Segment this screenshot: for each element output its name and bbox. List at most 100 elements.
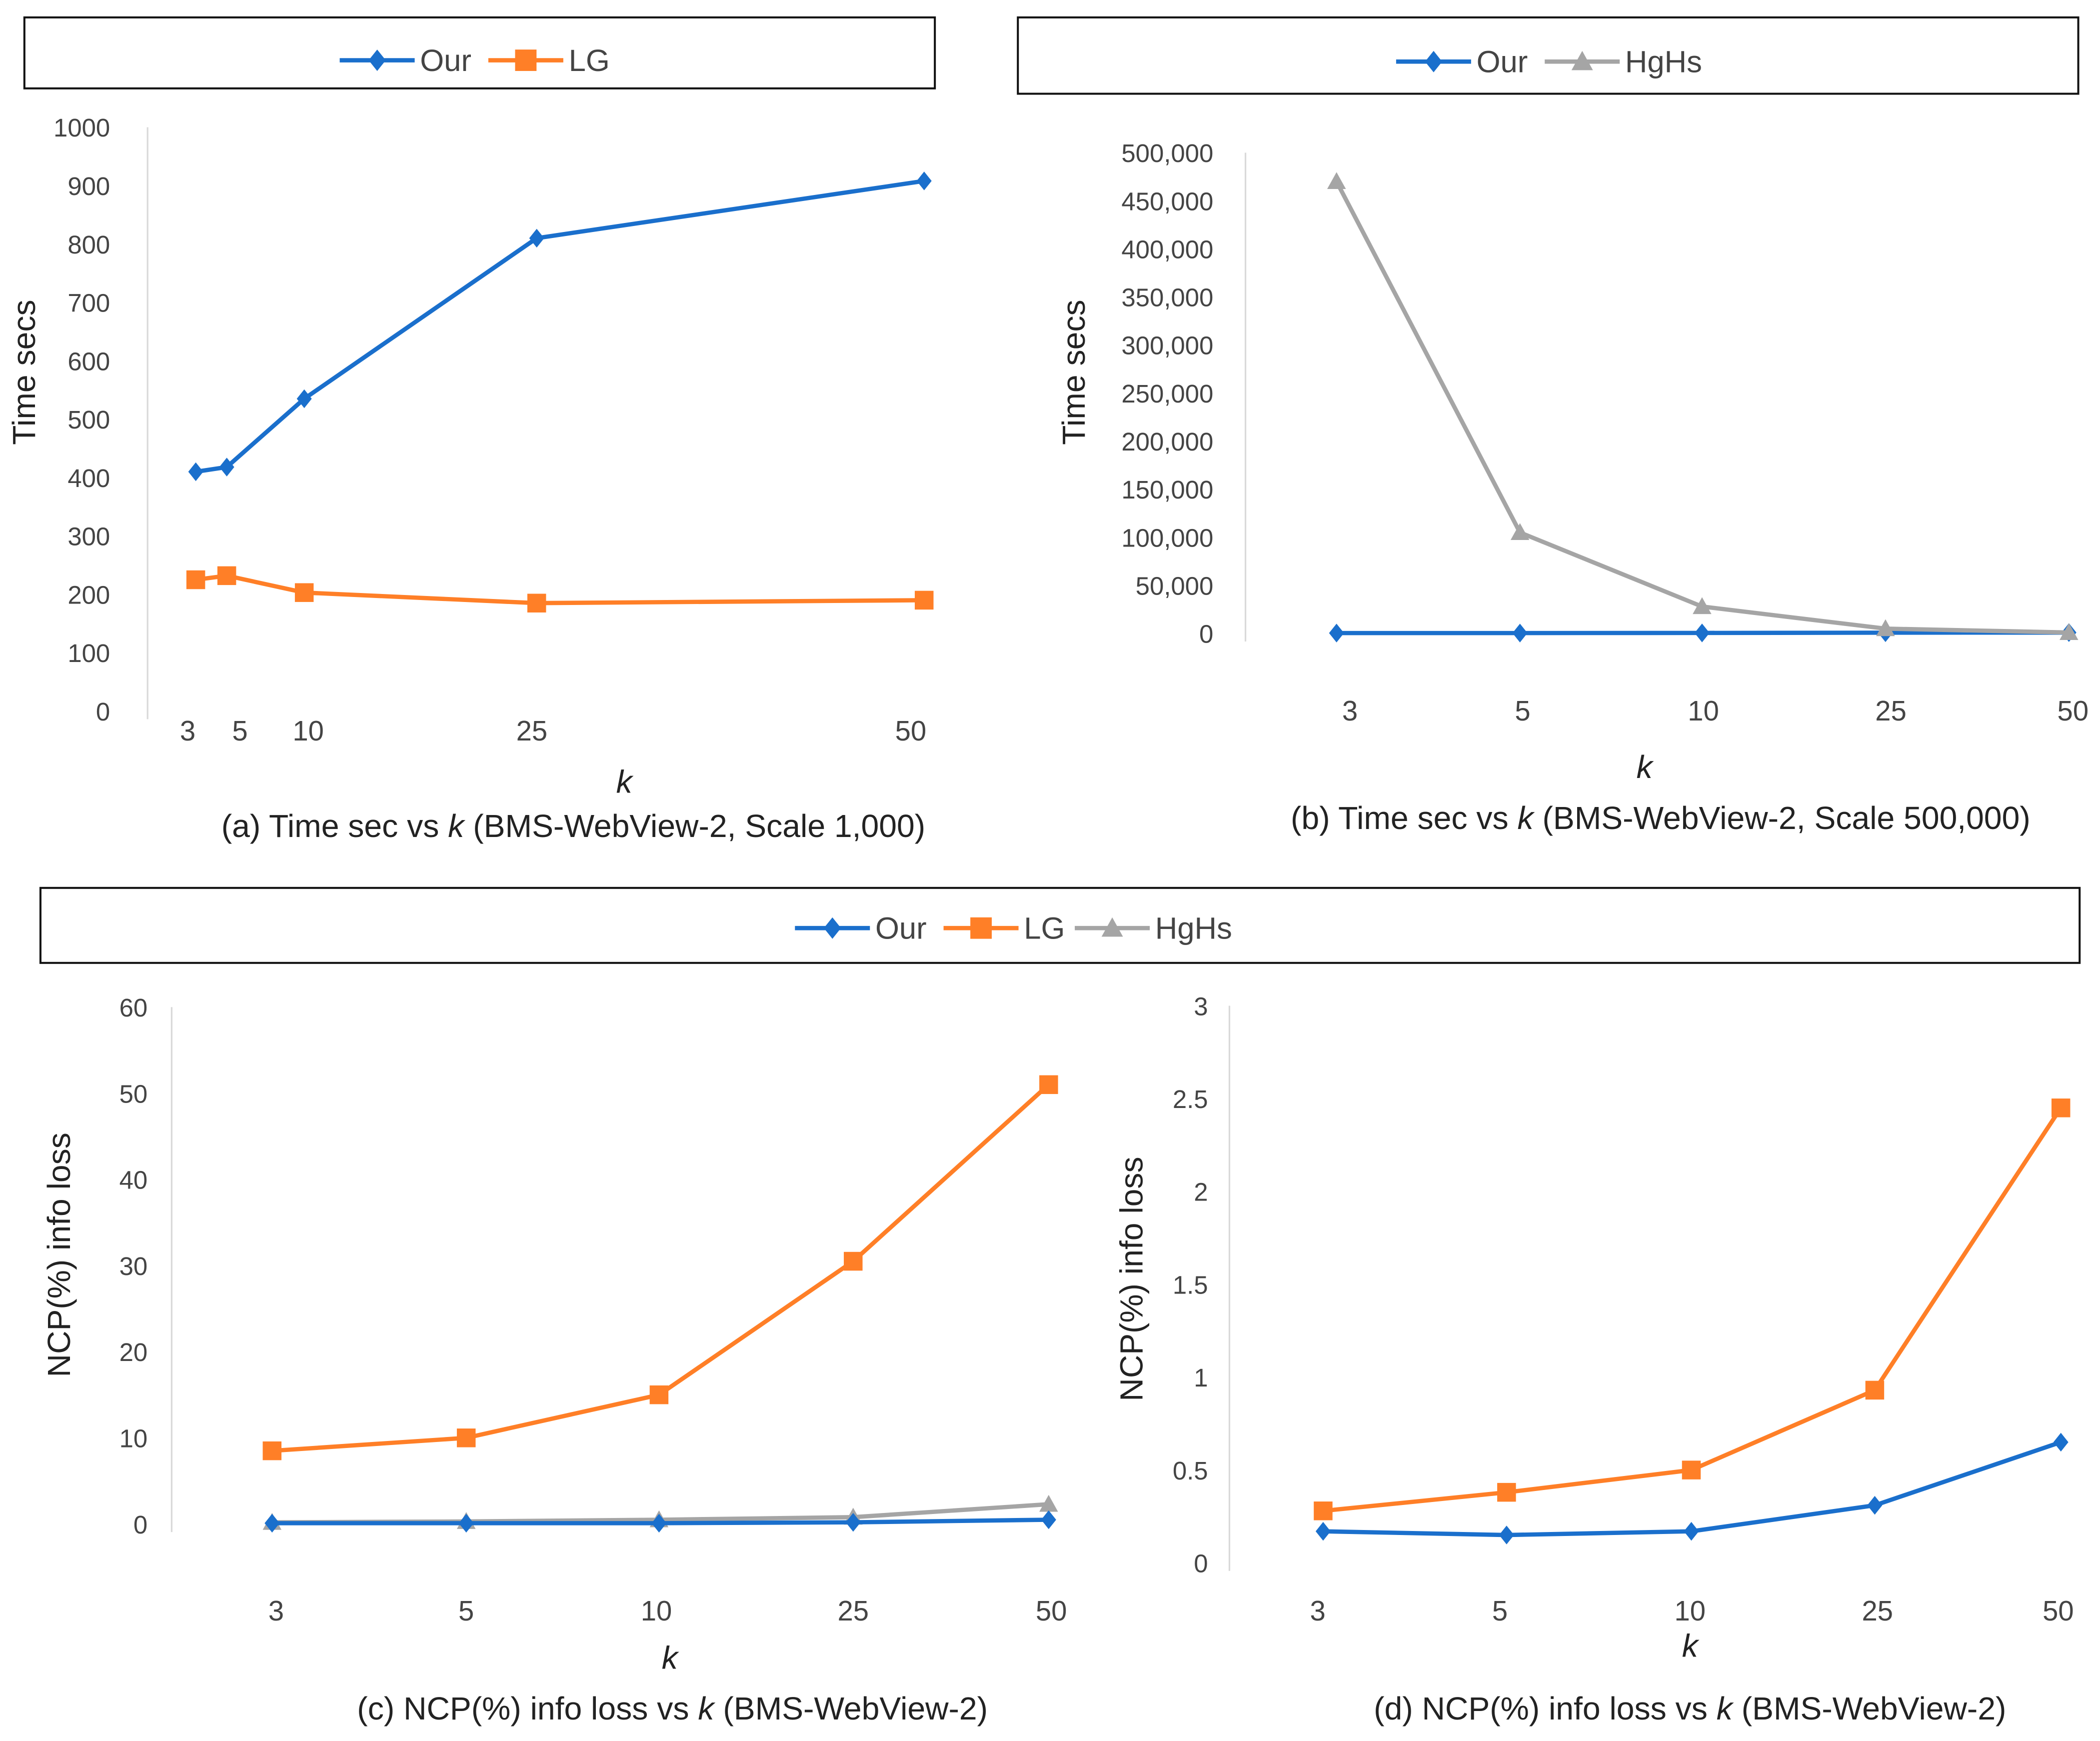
chart-caption: (d) NCP(%) info loss vs k (BMS-WebView-2… bbox=[1374, 1690, 2006, 1726]
data-point-our bbox=[1684, 1522, 1699, 1541]
y-tick-label: 0.5 bbox=[1173, 1456, 1208, 1485]
x-tick-label: 10 bbox=[292, 715, 324, 746]
legend-label: HgHs bbox=[1155, 912, 1232, 946]
legend-label: Our bbox=[420, 44, 471, 78]
y-tick-label: 0 bbox=[1199, 620, 1213, 648]
chart-caption: (b) Time sec vs k (BMS-WebView-2, Scale … bbox=[1291, 800, 2031, 836]
y-tick-label: 100 bbox=[67, 639, 110, 668]
data-point-lg bbox=[1865, 1380, 1885, 1400]
data-point-hghs bbox=[1327, 172, 1346, 190]
legend-marker-square-icon bbox=[970, 917, 992, 939]
y-tick-label: 200,000 bbox=[1121, 428, 1213, 456]
caption-part: (BMS-WebView-2) bbox=[1733, 1690, 2007, 1726]
y-tick-label: 300,000 bbox=[1121, 332, 1213, 360]
data-point-lg bbox=[456, 1428, 476, 1448]
data-point-our bbox=[1694, 624, 1710, 642]
legend-item-our: Our bbox=[339, 44, 471, 78]
data-point-our bbox=[1329, 624, 1344, 642]
data-point-our bbox=[188, 462, 203, 482]
x-tick-label: 25 bbox=[1862, 1595, 1894, 1626]
y-tick-label: 300 bbox=[67, 522, 110, 551]
data-point-our bbox=[1499, 1526, 1514, 1544]
y-tick-label: 2.5 bbox=[1173, 1085, 1208, 1114]
series-line-our bbox=[1323, 1440, 2062, 1538]
data-point-our bbox=[1867, 1496, 1883, 1515]
data-point-our bbox=[458, 1514, 474, 1533]
y-tick-label: 60 bbox=[119, 994, 148, 1022]
data-point-hghs bbox=[1693, 597, 1712, 614]
y-tick-label: 10 bbox=[119, 1424, 148, 1453]
y-tick-label: 200 bbox=[67, 580, 110, 609]
x-axis-title: k bbox=[616, 764, 634, 800]
x-axis-title: k bbox=[662, 1640, 679, 1676]
x-tick-label: 25 bbox=[516, 715, 548, 746]
y-tick-label: 1000 bbox=[53, 114, 110, 142]
data-point-our bbox=[529, 228, 544, 248]
data-point-lg bbox=[1497, 1482, 1516, 1502]
legend-label: Our bbox=[875, 912, 927, 946]
x-tick-label: 10 bbox=[1675, 1595, 1706, 1626]
data-point-our bbox=[845, 1512, 861, 1532]
legend-item-lg: LG bbox=[943, 912, 1065, 946]
legend-marker-diamond-icon bbox=[368, 50, 386, 71]
series-line-hghs bbox=[1334, 180, 2069, 635]
x-tick-label: 50 bbox=[2043, 1595, 2074, 1626]
legend-box-b bbox=[1017, 16, 2080, 95]
x-tick-label: 5 bbox=[1515, 695, 1530, 726]
x-tick-label: 10 bbox=[641, 1595, 672, 1626]
y-tick-label: 350,000 bbox=[1121, 284, 1213, 312]
x-tick-label: 50 bbox=[2058, 695, 2089, 726]
data-point-lg bbox=[1039, 1075, 1058, 1094]
legend-label: HgHs bbox=[1625, 45, 1702, 80]
y-axis-title: Time secs bbox=[1056, 300, 1092, 444]
x-tick-label: 25 bbox=[1875, 695, 1907, 726]
caption-part: (BMS-WebView-2, Scale 1,000) bbox=[464, 808, 925, 844]
y-tick-label: 900 bbox=[67, 172, 110, 200]
x-tick-label: 10 bbox=[1688, 695, 1719, 726]
legend-label: LG bbox=[1024, 912, 1065, 946]
y-tick-label: 0 bbox=[96, 698, 110, 726]
legend-marker-diamond-icon bbox=[824, 917, 841, 939]
y-tick-label: 20 bbox=[119, 1338, 148, 1366]
caption-part: (d) NCP(%) info loss vs bbox=[1374, 1690, 1717, 1726]
chart-caption: (c) NCP(%) info loss vs k (BMS-WebView-2… bbox=[357, 1690, 988, 1726]
legend-item-hghs: HgHs bbox=[1075, 912, 1232, 946]
y-tick-label: 1.5 bbox=[1173, 1270, 1208, 1299]
data-point-lg bbox=[2051, 1098, 2071, 1118]
y-tick-label: 400,000 bbox=[1121, 235, 1213, 264]
caption-part: k bbox=[1717, 1690, 1734, 1726]
data-point-lg bbox=[914, 590, 934, 610]
x-tick-label: 25 bbox=[837, 1595, 869, 1626]
legend-box-a bbox=[23, 16, 936, 90]
data-point-lg bbox=[844, 1252, 863, 1271]
y-axis-title: Time secs bbox=[6, 300, 42, 444]
legend-b: Our HgHs bbox=[1396, 45, 1702, 80]
data-point-lg bbox=[262, 1441, 282, 1460]
caption-part: (a) Time sec vs bbox=[221, 808, 448, 844]
y-tick-label: 500 bbox=[67, 406, 110, 434]
legend-item-hghs: HgHs bbox=[1545, 45, 1702, 80]
series-line-lg bbox=[1323, 1106, 2063, 1514]
legend-item-our: Our bbox=[795, 912, 927, 946]
data-point-hghs bbox=[1039, 1494, 1058, 1512]
x-axis-title: k bbox=[1682, 1628, 1700, 1664]
chart-b: 0 50,000 100,000 150,000 200,000 250,000 300,0… bbox=[1056, 139, 2089, 836]
data-point-our bbox=[2053, 1432, 2069, 1452]
caption-part: (BMS-WebView-2, Scale 500,000) bbox=[1534, 800, 2031, 836]
caption-part: (BMS-WebView-2) bbox=[714, 1690, 988, 1726]
data-point-lg bbox=[217, 566, 236, 586]
x-tick-label: 5 bbox=[1492, 1595, 1508, 1626]
caption-part: k bbox=[448, 808, 465, 844]
series-line-our bbox=[195, 178, 925, 474]
data-point-lg bbox=[527, 594, 546, 612]
y-tick-label: 150,000 bbox=[1121, 476, 1213, 504]
data-point-hghs bbox=[2060, 623, 2079, 640]
y-tick-label: 600 bbox=[67, 347, 110, 376]
y-tick-label: 50 bbox=[119, 1080, 148, 1108]
x-tick-label: 3 bbox=[268, 1595, 284, 1626]
x-tick-label: 3 bbox=[1342, 695, 1358, 726]
legend-label: LG bbox=[569, 44, 610, 78]
caption-part: k bbox=[698, 1690, 715, 1726]
y-tick-label: 50,000 bbox=[1136, 572, 1214, 600]
